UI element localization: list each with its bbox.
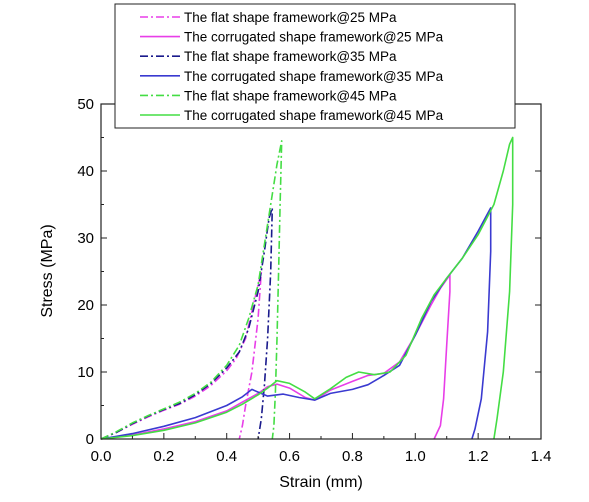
y-tick-label: 20: [77, 297, 94, 314]
y-tick-label: 0: [86, 431, 94, 448]
legend: The flat shape framework@25 MPa The corru…: [114, 3, 516, 129]
x-tick-label: 0.4: [216, 448, 237, 465]
y-tick-label: 10: [77, 364, 94, 381]
series-layer: [100, 136, 514, 440]
y-tick-label: 40: [77, 163, 94, 180]
legend-label: The flat shape framework@35 MPa: [184, 49, 397, 64]
y-tick-label: 30: [77, 230, 94, 247]
legend-label: The corrugated shape framework@45 MPa: [184, 108, 444, 123]
x-tick-label: 0.8: [342, 448, 363, 465]
x-axis-title: Strain (mm): [279, 474, 363, 491]
legend-label: The corrugated shape framework@35 MPa: [184, 69, 444, 84]
legend-label: The corrugated shape framework@25 MPa: [184, 30, 444, 45]
series-line-2: [100, 274, 451, 440]
x-tick-label: 1.0: [405, 448, 426, 465]
x-tick-label: 1.2: [468, 448, 489, 465]
x-tick-label: 1.4: [531, 448, 552, 465]
x-tick-label: 0.2: [153, 448, 174, 465]
legend-label: The flat shape framework@25 MPa: [184, 10, 397, 25]
series-line-4: [100, 207, 492, 440]
y-tick-label: 50: [77, 96, 94, 113]
x-tick-label: 0.0: [91, 448, 112, 465]
legend-box: [114, 3, 516, 129]
legend-label: The flat shape framework@45 MPa: [184, 88, 397, 103]
series-line-6: [100, 136, 514, 440]
y-axis-title: Stress (MPa): [39, 224, 56, 317]
axes-layer: 0.0 0.2 0.4 0.6 0.8 1.0 1.2 1.4 0 10 20 30 40 50: [77, 96, 551, 465]
x-tick-label: 0.6: [279, 448, 300, 465]
series-line-5: [100, 140, 283, 440]
